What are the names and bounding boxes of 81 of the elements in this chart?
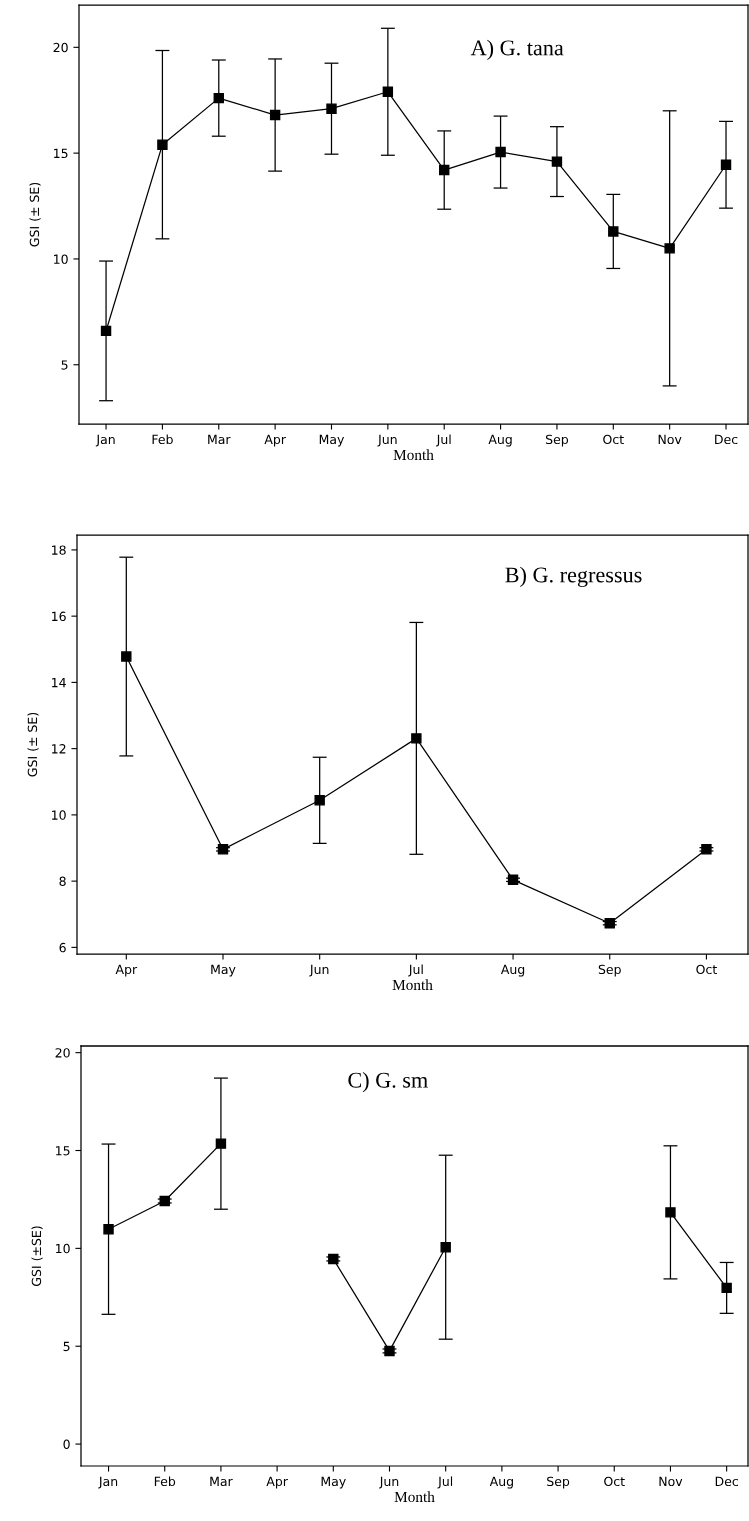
y-axis-title: GSI (± SE) (27, 712, 39, 777)
y-tick-label: 0 (63, 1439, 70, 1450)
point (103, 1223, 114, 1235)
y-tick-label: 14 (52, 678, 66, 688)
point (215, 1138, 227, 1149)
y-tick-label: 10 (56, 1243, 70, 1254)
point (701, 844, 712, 855)
x-tick-label: Sep (598, 964, 621, 977)
x-tick-label: Sep (547, 1476, 570, 1489)
point (328, 1253, 339, 1265)
y-tick-label: 18 (52, 545, 66, 555)
x-axis-title: Month (392, 979, 433, 991)
x-tick-label: Dec (715, 1476, 738, 1487)
x-tick-label: Mar (210, 1476, 233, 1487)
x-tick-label: Jul (437, 1476, 453, 1489)
point (721, 1282, 732, 1294)
y-tick-label: 12 (52, 744, 66, 754)
point (157, 139, 168, 150)
text: A) G. tana (470, 39, 564, 60)
text: B) G. regressus (505, 566, 642, 588)
y-tick-label: 20 (53, 42, 68, 53)
x-tick-label: May (321, 1476, 346, 1489)
x-tick-label: Jan (95, 434, 115, 447)
point (213, 92, 224, 104)
y-tick-label: 10 (52, 810, 66, 820)
y-tick-label: 15 (54, 148, 68, 159)
point (411, 733, 422, 744)
x-tick-label: Jan (98, 1476, 118, 1489)
x-tick-label: Apr (264, 434, 286, 447)
point (269, 109, 281, 121)
x-tick-label: Apr (115, 964, 138, 977)
x-tick-label: Jun (377, 434, 397, 447)
x-tick-label: Jun (309, 964, 329, 977)
x-tick-label: Mar (208, 434, 231, 445)
point (720, 159, 732, 170)
y-tick-label: 8 (59, 876, 66, 887)
y-tick-label: 15 (56, 1146, 70, 1156)
x-tick-label: Nov (659, 1476, 683, 1487)
point (665, 1207, 676, 1218)
x-tick-label: Aug (489, 1476, 513, 1489)
point (439, 164, 450, 176)
point (217, 844, 229, 855)
y-tick-label: 6 (59, 942, 66, 953)
x-axis-title: Month (394, 1491, 435, 1503)
x-tick-label: Feb (152, 434, 173, 445)
y-tick-label: 10 (54, 254, 68, 264)
point (604, 917, 615, 929)
x-tick-label: Aug (500, 964, 525, 977)
y-axis-title: GSI (±SE) (31, 1226, 43, 1286)
x-tick-label: Apr (266, 1476, 288, 1489)
y-tick-label: 20 (55, 1048, 70, 1058)
x-tick-label: Oct (696, 964, 717, 975)
x-axis-title: Month (393, 449, 434, 461)
y-axis-title: GSI (± SE) (29, 182, 41, 247)
x-tick-label: Oct (604, 1476, 625, 1487)
text: C) G. sm (348, 1072, 428, 1093)
point (495, 146, 506, 158)
point (608, 226, 619, 237)
point (384, 1345, 395, 1357)
x-tick-label: Oct (603, 434, 624, 445)
y-tick-label: 5 (61, 360, 68, 370)
x-tick-label: Nov (658, 434, 682, 445)
x-tick-label: Sep (545, 434, 569, 447)
x-tick-label: Jul (408, 964, 423, 977)
y-tick-label: 5 (63, 1341, 70, 1352)
point (121, 651, 132, 662)
x-tick-label: Dec (715, 434, 738, 445)
point (326, 103, 337, 114)
point (314, 795, 325, 806)
point (100, 325, 112, 337)
point (551, 156, 563, 167)
x-tick-label: May (211, 964, 236, 977)
x-tick-label: Aug (488, 434, 512, 447)
point (664, 243, 675, 254)
x-tick-label: Jul (436, 434, 451, 447)
x-tick-label: Jun (379, 1476, 399, 1489)
point (382, 86, 394, 97)
point (440, 1241, 451, 1253)
x-tick-label: May (319, 434, 345, 447)
x-tick-label: Feb (154, 1476, 176, 1487)
y-tick-label: 16 (52, 611, 66, 622)
